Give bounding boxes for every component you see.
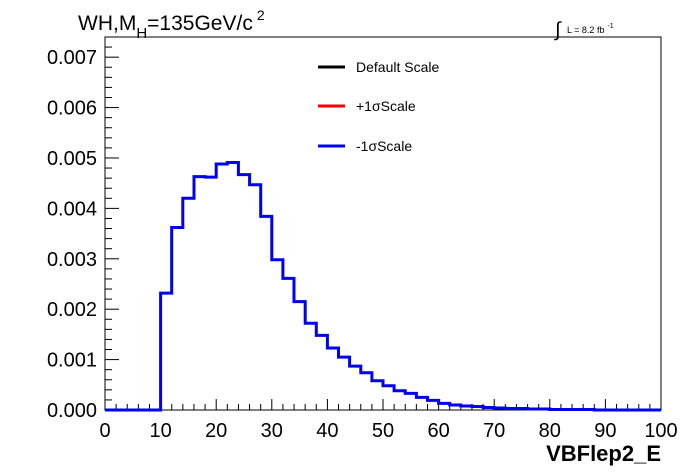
y-tick-label: 0.002 (47, 299, 97, 321)
legend-label-2: -1σScale (356, 138, 412, 154)
lumi-text: L = 8.2 fb (567, 25, 604, 35)
title-rest: =135GeV/c (147, 12, 253, 35)
y-tick-label: 0.001 (47, 350, 97, 372)
x-tick-label: 100 (644, 420, 677, 442)
legend-label-1: +1σScale (356, 98, 416, 114)
y-axis: 0.000 0.001 0.002 0.003 0.004 0.005 0.006 0.007 (47, 36, 119, 422)
x-tick-label: 30 (261, 420, 283, 442)
series-layer (105, 161, 661, 412)
x-tick-label: 50 (372, 420, 394, 442)
y-tick-label: 0.003 (47, 249, 97, 271)
title-main: WH,M (78, 12, 136, 35)
x-tick-label: 90 (594, 420, 616, 442)
y-tick-label: 0.000 (47, 400, 97, 422)
lumi-integral-sign: ∫ (554, 19, 562, 41)
y-tick-label: 0.007 (47, 47, 97, 69)
x-tick-label: 10 (149, 420, 171, 442)
x-tick-label: 60 (427, 420, 449, 442)
series-line-2 (105, 161, 661, 412)
lumi-label: L = 8.2 fb -1 (567, 23, 614, 35)
y-tick-label: 0.006 (47, 98, 97, 120)
y-tick-label: 0.004 (47, 198, 97, 220)
x-tick-label: 70 (483, 420, 505, 442)
x-axis: 0 10 20 30 40 50 60 70 80 90 100 (99, 399, 678, 442)
x-tick-label: 0 (99, 420, 110, 442)
lumi-superscript: -1 (607, 23, 613, 30)
x-tick-label: 80 (539, 420, 561, 442)
legend: Default Scale +1σScale -1σScale (318, 59, 439, 154)
chart-title: WH,MH=135GeV/c 2 (78, 7, 265, 42)
legend-label-0: Default Scale (356, 59, 439, 75)
title-subscript: H (136, 25, 147, 42)
x-tick-label: 40 (316, 420, 338, 442)
y-tick-label: 0.005 (47, 148, 97, 170)
title-superscript: 2 (257, 7, 265, 23)
x-axis-label: VBFlep2_E (546, 441, 661, 466)
x-tick-label: 20 (205, 420, 227, 442)
